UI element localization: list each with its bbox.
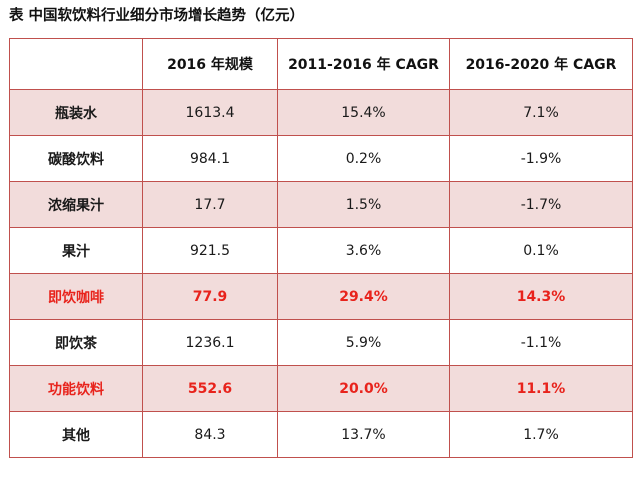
segment-label: 其他 [9, 411, 143, 458]
cagr-2011-2016-cell: 29.4% [277, 273, 450, 320]
header-cagr-2016-2020: 2016-2020 年 CAGR [449, 38, 633, 90]
size-2016-cell: 984.1 [142, 135, 278, 182]
header-row: 2016 年规模 2011-2016 年 CAGR 2016-2020 年 CA… [9, 38, 633, 90]
header-segment [9, 38, 143, 90]
table-row: 即饮咖啡 77.9 29.4% 14.3% [9, 273, 633, 320]
size-2016-cell: 552.6 [142, 365, 278, 412]
cagr-2011-2016-cell: 15.4% [277, 89, 450, 136]
cagr-2016-2020-cell: -1.7% [449, 181, 633, 228]
segment-label: 即饮茶 [9, 319, 143, 366]
cagr-2011-2016-cell: 1.5% [277, 181, 450, 228]
cagr-2011-2016-cell: 20.0% [277, 365, 450, 412]
cagr-2016-2020-cell: 11.1% [449, 365, 633, 412]
segment-label: 碳酸饮料 [9, 135, 143, 182]
header-cagr-2011-2016: 2011-2016 年 CAGR [277, 38, 450, 90]
cagr-2016-2020-cell: 1.7% [449, 411, 633, 458]
cagr-2016-2020-cell: -1.1% [449, 319, 633, 366]
table-row: 其他 84.3 13.7% 1.7% [9, 411, 633, 458]
table-title: 表 中国软饮料行业细分市场增长趋势（亿元） [9, 8, 305, 24]
table-body: 瓶装水 1613.4 15.4% 7.1% 碳酸饮料 984.1 0.2% -1.9% 浓缩果汁… [9, 89, 633, 458]
cagr-2011-2016-cell: 13.7% [277, 411, 450, 458]
segment-label: 浓缩果汁 [9, 181, 143, 228]
segment-label: 果汁 [9, 227, 143, 274]
cagr-2016-2020-cell: -1.9% [449, 135, 633, 182]
size-2016-cell: 1236.1 [142, 319, 278, 366]
size-2016-cell: 1613.4 [142, 89, 278, 136]
size-2016-cell: 77.9 [142, 273, 278, 320]
cagr-2011-2016-cell: 5.9% [277, 319, 450, 366]
segment-label: 功能饮料 [9, 365, 143, 412]
cagr-2016-2020-cell: 0.1% [449, 227, 633, 274]
cagr-2016-2020-cell: 7.1% [449, 89, 633, 136]
segment-label: 瓶装水 [9, 89, 143, 136]
market-growth-table: 2016 年规模 2011-2016 年 CAGR 2016-2020 年 CA… [9, 38, 633, 458]
size-2016-cell: 84.3 [142, 411, 278, 458]
table-row: 瓶装水 1613.4 15.4% 7.1% [9, 89, 633, 136]
size-2016-cell: 17.7 [142, 181, 278, 228]
cagr-2011-2016-cell: 3.6% [277, 227, 450, 274]
cagr-2016-2020-cell: 14.3% [449, 273, 633, 320]
table-row: 即饮茶 1236.1 5.9% -1.1% [9, 319, 633, 366]
segment-label: 即饮咖啡 [9, 273, 143, 320]
header-2016-size: 2016 年规模 [142, 38, 278, 90]
table-row: 浓缩果汁 17.7 1.5% -1.7% [9, 181, 633, 228]
table-row: 碳酸饮料 984.1 0.2% -1.9% [9, 135, 633, 182]
table-row: 果汁 921.5 3.6% 0.1% [9, 227, 633, 274]
table-row: 功能饮料 552.6 20.0% 11.1% [9, 365, 633, 412]
size-2016-cell: 921.5 [142, 227, 278, 274]
cagr-2011-2016-cell: 0.2% [277, 135, 450, 182]
